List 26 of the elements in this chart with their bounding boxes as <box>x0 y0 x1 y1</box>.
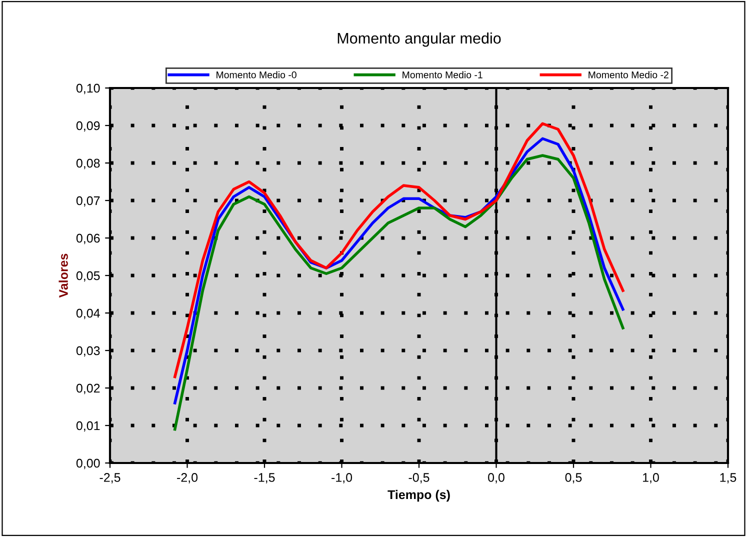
legend-label: Momento Medio -1 <box>402 71 482 78</box>
y-tick-label: 0,00 <box>76 458 100 470</box>
x-tick-label: 0,5 <box>565 473 582 484</box>
chart-title: Momento angular medio <box>338 32 501 47</box>
x-axis-title: Tiempo (s) <box>388 490 450 502</box>
y-tick-label: 0,04 <box>76 308 100 320</box>
x-tick-label: -2,5 <box>100 473 120 484</box>
x-tick-label: 1,0 <box>643 473 659 484</box>
y-tick-label: 0,07 <box>76 196 100 207</box>
y-tick-label: 0,08 <box>76 158 100 170</box>
y-tick-label: 0,10 <box>76 84 100 94</box>
x-tick-label: -0,5 <box>408 473 430 484</box>
legend-label: Momento Medio -2 <box>588 71 668 78</box>
y-tick-label: 0,02 <box>76 384 100 394</box>
x-tick-label: -1,5 <box>254 473 275 484</box>
x-tick-label: 0,0 <box>488 473 504 484</box>
y-tick-label: 0,01 <box>76 421 100 432</box>
y-tick-label: 0,09 <box>76 121 100 132</box>
y-tick-label: 0,06 <box>76 234 100 244</box>
x-tick-label: 1,5 <box>720 473 736 484</box>
y-tick-label: 0,05 <box>76 271 100 282</box>
y-axis-title: Valores <box>58 254 68 298</box>
legend-label: Momento Medio -0 <box>216 71 296 78</box>
x-tick-label: -2,0 <box>177 473 198 484</box>
y-tick-label: 0,03 <box>76 346 100 357</box>
x-tick-label: -1,0 <box>332 473 352 484</box>
